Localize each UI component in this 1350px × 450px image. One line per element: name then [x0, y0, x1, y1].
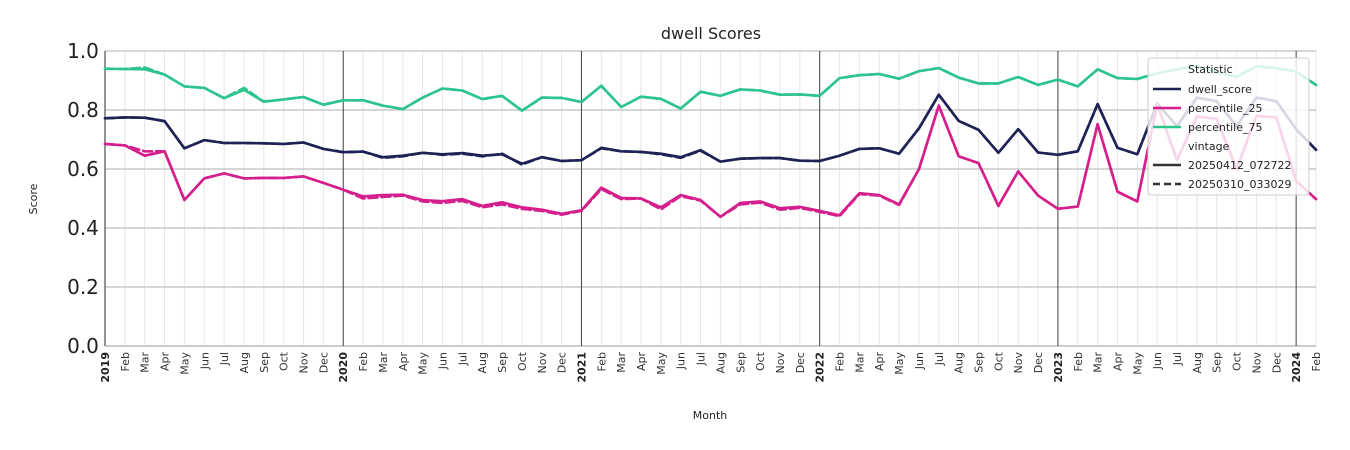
x-tick-label: Nov — [1012, 352, 1025, 374]
series-line-percentile-75-dashed — [103, 64, 1318, 112]
x-tick-label: Jul — [456, 352, 469, 366]
x-tick-label: Aug — [476, 352, 489, 373]
x-tick-label: Jun — [675, 352, 688, 370]
x-axis-label: Month — [693, 409, 728, 422]
y-tick-label: 0.8 — [67, 98, 99, 122]
y-tick-label: 0.0 — [67, 334, 99, 358]
x-tick-label: Dec — [1032, 352, 1045, 373]
x-tick-label: Jul — [695, 352, 708, 366]
x-tick-label: 2019 — [99, 352, 112, 383]
x-tick-label: Aug — [714, 352, 727, 373]
x-tick-label: Apr — [397, 352, 410, 372]
x-tick-label: Mar — [853, 352, 866, 373]
x-tick-label: Aug — [953, 352, 966, 373]
legend-label: 20250412_072722 — [1188, 159, 1291, 172]
x-tick-label: 2020 — [337, 352, 350, 383]
x-tick-label: Aug — [1191, 352, 1204, 373]
x-tick-label: Aug — [238, 352, 251, 373]
x-tick-label: Jun — [1151, 352, 1164, 370]
x-tick-label: Apr — [635, 352, 648, 372]
series-lines — [103, 64, 1318, 219]
x-tick-label: Dec — [556, 352, 569, 373]
x-tick-label: Sep — [973, 352, 986, 373]
y-tick-label: 0.4 — [67, 216, 99, 240]
chart-title: dwell Scores — [661, 24, 761, 43]
x-tick-label: Sep — [734, 352, 747, 373]
x-tick-label: Feb — [834, 352, 847, 371]
x-tick-label: 2024 — [1290, 352, 1303, 383]
y-axis-ticks: 0.0 0.2 0.4 0.6 0.8 1.0 — [67, 39, 99, 358]
x-tick-label: Jul — [1171, 352, 1184, 366]
x-axis-ticks: 2019 Feb Mar Apr May Jun Jul Aug Sep Oct Nov Dec 202… — [99, 351, 1323, 382]
legend-title-statistic: Statistic — [1188, 63, 1233, 76]
x-tick-label: May — [178, 352, 191, 375]
y-tick-label: 1.0 — [67, 39, 99, 63]
x-tick-label: Feb — [595, 352, 608, 371]
x-tick-label: Oct — [1231, 351, 1244, 371]
x-tick-label: Jun — [913, 352, 926, 370]
x-tick-label: May — [417, 352, 430, 375]
x-tick-label: Dec — [1270, 352, 1283, 373]
legend-label: dwell_score — [1188, 83, 1252, 96]
x-tick-label: Sep — [258, 352, 271, 373]
legend-label: 20250310_033029 — [1188, 178, 1291, 191]
x-tick-label: Jul — [933, 352, 946, 366]
x-tick-label: Feb — [357, 352, 370, 371]
x-tick-label: Mar — [139, 352, 152, 373]
x-tick-label: Dec — [794, 352, 807, 373]
legend: Statistic dwell_score percentile_25percen… — [1147, 57, 1310, 196]
x-tick-label: Sep — [1211, 352, 1224, 373]
x-tick-label: 2021 — [575, 352, 588, 383]
legend-label: percentile_25 — [1188, 102, 1263, 115]
x-tick-label: Oct — [754, 351, 767, 371]
series-line-dwell-score-dashed — [103, 93, 1318, 166]
x-tick-label: Feb — [119, 352, 132, 371]
x-tick-label: Feb — [1310, 352, 1323, 371]
x-tick-label: Mar — [377, 352, 390, 373]
x-tick-label: Feb — [1072, 352, 1085, 371]
x-tick-label: Sep — [496, 352, 509, 373]
x-tick-label: Jun — [198, 352, 211, 370]
x-tick-label: Jun — [436, 352, 449, 370]
x-tick-label: Oct — [516, 351, 529, 371]
x-tick-label: Apr — [873, 352, 886, 372]
y-axis-label: Score — [27, 183, 40, 214]
x-tick-label: Oct — [992, 351, 1005, 371]
x-tick-label: Nov — [1250, 352, 1263, 374]
x-tick-label: Dec — [317, 352, 330, 373]
x-tick-label: Apr — [1111, 352, 1124, 372]
series-line-percentile-25-dashed — [103, 102, 1318, 219]
x-tick-label: Jul — [218, 352, 231, 366]
x-tick-label: Nov — [298, 352, 311, 374]
x-tick-label: Nov — [774, 352, 787, 374]
legend-label: percentile_75 — [1188, 121, 1263, 134]
x-tick-label: May — [1131, 352, 1144, 375]
x-tick-label: May — [655, 352, 668, 375]
x-tick-label: Mar — [615, 352, 628, 373]
grid — [104, 50, 1317, 347]
x-tick-label: May — [893, 352, 906, 375]
series-line-percentile-75-solid — [103, 64, 1318, 112]
x-tick-label: Nov — [536, 352, 549, 374]
legend-title-vintage: vintage — [1188, 140, 1230, 153]
x-tick-label: Apr — [159, 352, 172, 372]
x-tick-label: Mar — [1092, 352, 1105, 373]
y-tick-label: 0.2 — [67, 275, 99, 299]
x-tick-label: 2022 — [814, 352, 827, 383]
x-tick-label: Oct — [278, 351, 291, 371]
y-tick-label: 0.6 — [67, 157, 99, 181]
legend-box — [1147, 57, 1310, 196]
x-tick-label: 2023 — [1052, 352, 1065, 383]
